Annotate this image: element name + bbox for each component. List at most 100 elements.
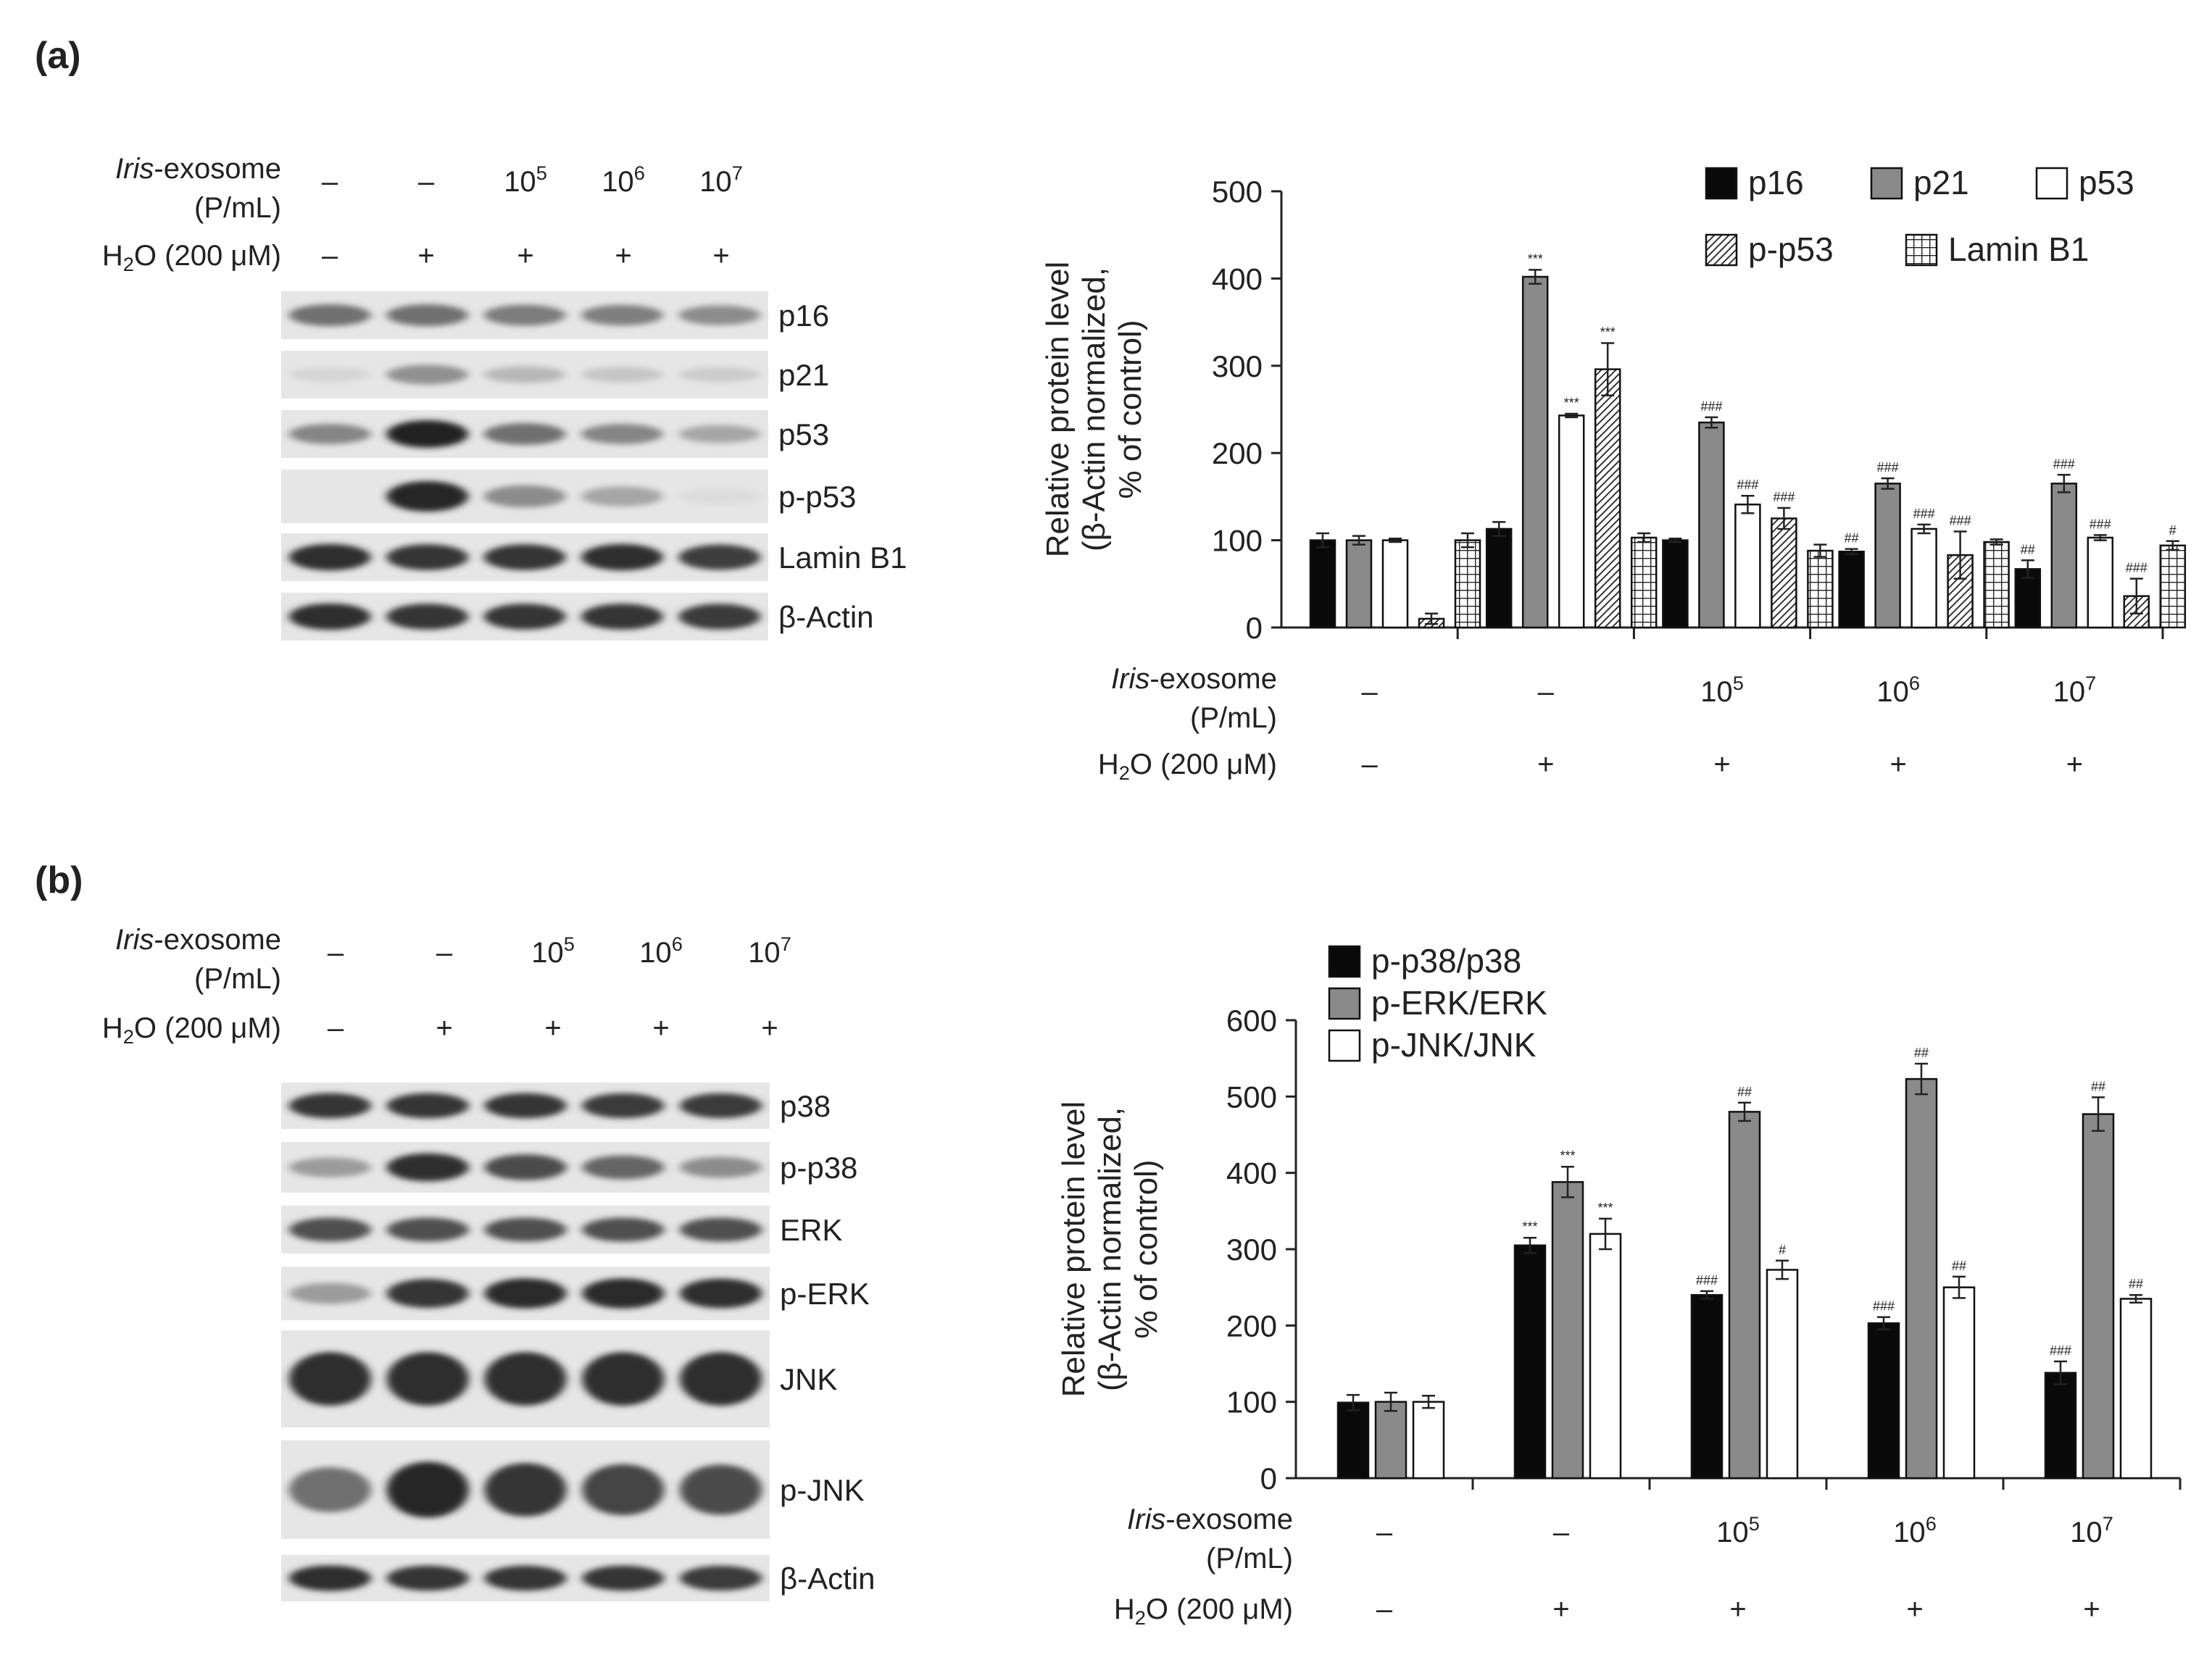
band	[386, 1352, 469, 1406]
band	[483, 422, 566, 446]
band	[679, 1352, 762, 1406]
chart-b-exosome-value: –	[1553, 1517, 1570, 1548]
y-axis-label: Relative protein level	[1056, 1101, 1092, 1397]
significance-label: ###	[1913, 506, 1935, 521]
y-axis-label: % of control)	[1128, 1160, 1164, 1339]
bar	[1589, 1233, 1622, 1480]
legend-label: p21	[1913, 164, 1969, 201]
significance-label: ###	[1700, 399, 1722, 414]
panel-b-western-blot: Iris-exosome (P/mL) H2O (200 μM) – – – +105 +10…	[102, 924, 876, 1601]
y-tick-label: 500	[1226, 1080, 1277, 1114]
panel-a-label: (a)	[35, 35, 81, 77]
y-axis-label: (β-Actin normalized,	[1092, 1107, 1128, 1391]
significance-label: ##	[1845, 531, 1859, 546]
band	[581, 543, 663, 571]
band	[484, 1463, 567, 1517]
significance-label: ###	[1696, 1273, 1718, 1288]
band	[678, 488, 761, 504]
band	[483, 544, 566, 570]
band	[581, 604, 663, 630]
band	[386, 544, 469, 570]
bar	[1345, 539, 1373, 629]
band	[386, 480, 469, 512]
bar	[1807, 549, 1834, 629]
bar	[2082, 1113, 2115, 1480]
legend-swatch	[1905, 233, 1938, 267]
significance-label: ##	[2129, 1277, 2143, 1291]
bar	[1874, 483, 1901, 629]
blot-a-h2o2-value: +	[517, 240, 533, 272]
band	[484, 1154, 567, 1180]
significance-label: ###	[2126, 561, 2147, 575]
bar	[1381, 539, 1409, 629]
legend-swatch	[1328, 987, 1361, 1020]
chart-a-exosome-value: –	[1361, 676, 1378, 708]
legend-label: p16	[1748, 164, 1804, 201]
blot-b-h2o2-value: +	[761, 1012, 778, 1044]
blot-a-h2o2-value: +	[615, 240, 631, 272]
blot-a-exosome-label: Iris-exosome	[115, 153, 281, 185]
y-tick-label: 400	[1226, 1156, 1277, 1190]
panel-a-bar-chart: 0 100 200 300 400 500 Relative protein level (β…	[1040, 164, 2187, 784]
band	[581, 367, 663, 383]
panel-b-bar-chart: 0 100 200 300 400 500 600 Relative protein leve…	[1056, 942, 2182, 1629]
band	[678, 367, 761, 383]
blot-b-h2o2-value: +	[544, 1012, 561, 1044]
band	[483, 366, 566, 383]
significance-label: ##	[2091, 1079, 2105, 1093]
blot-a-h2o2-label: H2O (200 μM)	[102, 240, 281, 275]
band	[288, 304, 371, 327]
blot-a-h2o2-value: –	[322, 240, 338, 272]
bar	[1630, 536, 1658, 629]
blot-b-h2o2-value: +	[436, 1012, 452, 1044]
band	[288, 1093, 372, 1119]
blot-b-exosome-label: Iris-exosome	[115, 924, 281, 956]
band	[581, 486, 663, 506]
chart-a-exosome-value: 106	[1876, 672, 1920, 708]
blot-b-exosome-value: –	[328, 937, 344, 969]
band	[582, 1565, 665, 1591]
chart-a-h2o2-value: +	[1713, 748, 1730, 780]
band	[288, 1217, 372, 1242]
legend-swatch	[1328, 945, 1361, 978]
bar	[1728, 1111, 1761, 1480]
chart-a-h2o2-value: –	[1361, 748, 1378, 780]
band	[386, 1565, 469, 1591]
y-tick-label: 600	[1226, 1004, 1277, 1038]
band	[386, 1217, 469, 1242]
chart-a-exosome-value: 105	[1700, 672, 1744, 708]
bar	[1838, 551, 1865, 629]
bar	[1771, 517, 1797, 629]
blot-row-label: β-Actin	[778, 600, 874, 634]
band	[386, 420, 469, 448]
band	[582, 1464, 665, 1516]
bar	[2044, 1372, 2077, 1480]
bar	[1983, 541, 2010, 629]
blot-row-label: ERK	[780, 1213, 842, 1247]
chart-b-h2o2-label: H2O (200 μM)	[1114, 1593, 1293, 1629]
significance-label: ###	[2050, 1343, 2071, 1358]
significance-label: ##	[1952, 1259, 1966, 1273]
blot-a-exosome-value: 107	[699, 162, 743, 198]
blot-b-exosome-value: 107	[748, 933, 791, 969]
significance-label: ***	[1560, 1148, 1575, 1163]
band	[288, 1352, 372, 1406]
blot-row-label: p-p38	[780, 1151, 857, 1185]
band	[678, 544, 761, 570]
band	[288, 1157, 372, 1177]
significance-label: ###	[1873, 1299, 1895, 1314]
band	[288, 424, 371, 444]
blot-b-h2o2-value: +	[652, 1012, 669, 1044]
bar	[1454, 539, 1481, 629]
blot-b-h2o2-label: H2O (200 μM)	[102, 1012, 281, 1048]
chart-a-h2o2-value: +	[1890, 748, 1907, 780]
chart-b-h2o2-value: +	[1906, 1593, 1923, 1625]
bar	[1734, 503, 1761, 629]
chart-b-exosome-value: 105	[1716, 1512, 1760, 1548]
y-axis-label: Relative protein level	[1040, 262, 1076, 557]
blot-b-exosome-unit: (P/mL)	[194, 963, 281, 995]
chart-a-h2o2-value: +	[2066, 748, 2083, 780]
band	[679, 1156, 762, 1178]
bar	[1910, 527, 1937, 629]
legend-swatch	[1870, 167, 1903, 200]
